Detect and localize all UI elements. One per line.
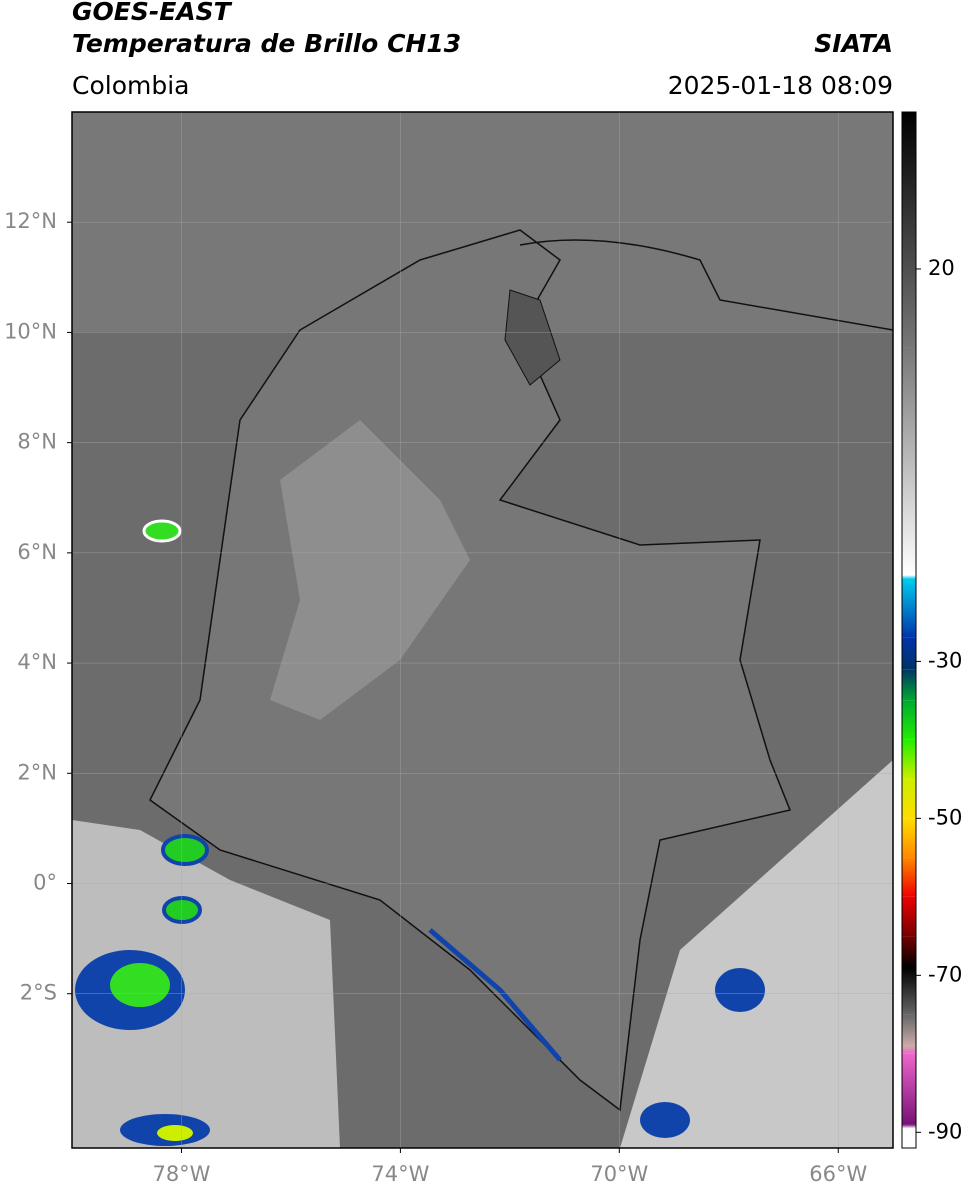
- colorbar-segment: [902, 936, 916, 968]
- region: Colombia: [72, 71, 189, 100]
- y-tick-label: 0°: [33, 870, 57, 894]
- y-tick-label: 6°N: [17, 540, 57, 564]
- y-tick-label: 4°N: [17, 650, 57, 674]
- satellite-image: [72, 112, 893, 1148]
- colorbar-segment: [902, 669, 916, 701]
- x-tick-label: 78°W: [152, 1162, 210, 1186]
- colorbar-segment: [902, 818, 916, 858]
- y-tick-label: 2°N: [17, 760, 57, 784]
- colorbar-segment: [902, 347, 916, 576]
- x-tick-label: 70°W: [590, 1162, 648, 1186]
- x-tick-label: 74°W: [371, 1162, 429, 1186]
- colorbar-segment: [902, 857, 916, 897]
- colorbar-segment: [902, 700, 916, 740]
- satellite: GOES-EAST: [72, 0, 233, 26]
- y-tick-label: 12°N: [4, 209, 57, 233]
- y-tick-label: 10°N: [4, 319, 57, 343]
- colorbar-segment: [902, 637, 916, 670]
- colorbar-tick-label: -50: [928, 805, 962, 829]
- colorbar-segment: [902, 779, 916, 819]
- x-tick-label: 66°W: [809, 1162, 867, 1186]
- datetime: 2025-01-18 08:09: [668, 71, 893, 100]
- colorbar-tick-label: -70: [928, 962, 962, 986]
- colorbar-segment: [902, 578, 916, 638]
- colorbar-segment: [902, 1045, 916, 1054]
- colorbar-segment: [902, 575, 916, 579]
- product: Temperatura de Brillo CH13: [72, 29, 461, 58]
- colorbar-segment: [902, 112, 916, 348]
- colorbar-segment: [902, 1128, 916, 1148]
- map-frame: [71, 111, 894, 1149]
- colorbar-segment: [902, 896, 916, 937]
- y-tick-label: 8°N: [17, 430, 57, 454]
- y-tick-label: 2°S: [20, 981, 57, 1005]
- colorbar-segment: [902, 739, 916, 780]
- colorbar-segment: [902, 1124, 916, 1129]
- agency: SIATA: [814, 29, 893, 58]
- colorbar-tick-label: 20: [928, 256, 955, 280]
- colorbar-segment: [902, 967, 916, 1015]
- colorbar-segment: [902, 1014, 916, 1046]
- colorbar-tick-label: -30: [928, 648, 962, 672]
- colorbar-tick-label: -90: [928, 1119, 962, 1143]
- colorbar-frame: [901, 111, 917, 1149]
- colorbar-segment: [902, 1053, 916, 1125]
